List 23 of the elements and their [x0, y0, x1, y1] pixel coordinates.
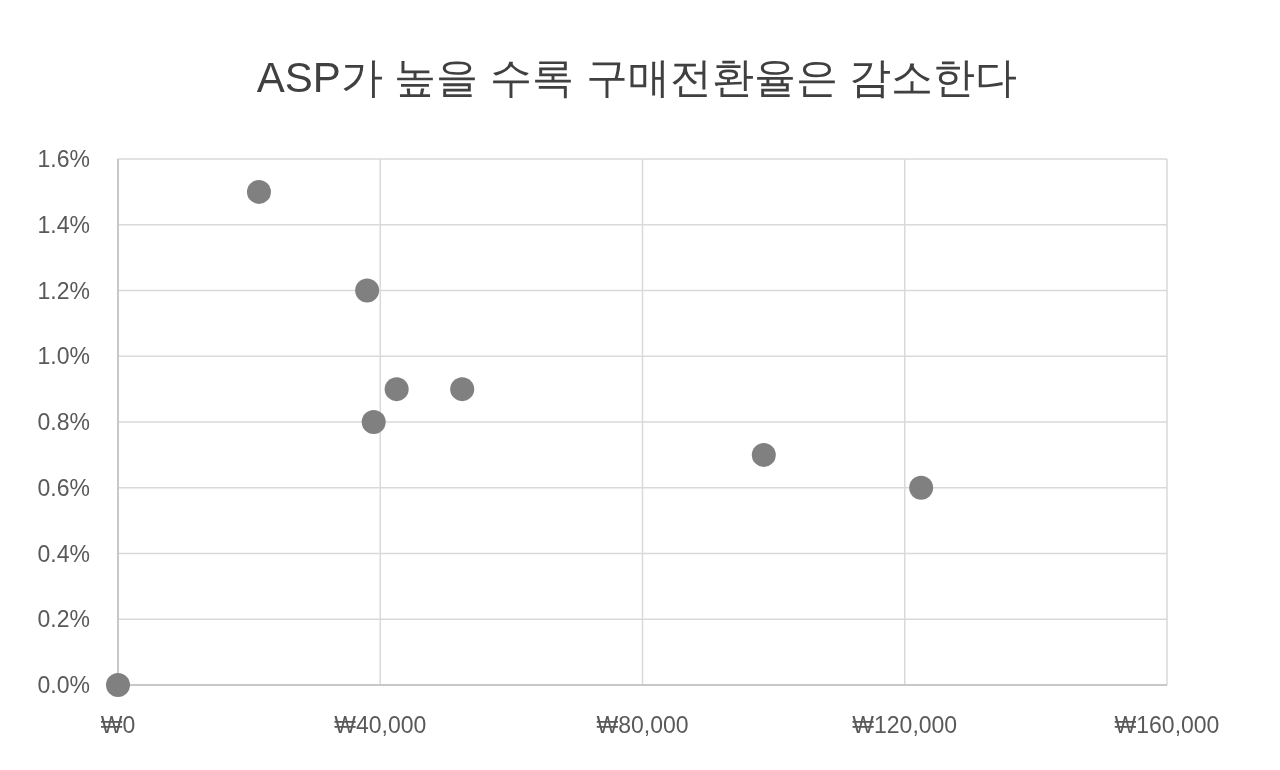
- y-tick-label: 0.8%: [37, 409, 90, 435]
- y-tick-label: 1.0%: [37, 343, 90, 370]
- x-tick-label: ₩40,000: [334, 712, 427, 738]
- x-tick-label: ₩0: [100, 712, 136, 738]
- y-tick-label: 1.4%: [37, 211, 90, 238]
- y-tick-label: 0.2%: [37, 606, 90, 633]
- y-tick-label: 0.4%: [37, 540, 90, 567]
- y-tick-label: 0.6%: [37, 474, 90, 501]
- point: [246, 179, 271, 204]
- point: [751, 442, 776, 467]
- point: [384, 377, 409, 402]
- x-tick-label: ₩80,000: [596, 712, 689, 738]
- y-tick-label: 1.2%: [37, 277, 90, 304]
- y-tick-label: 0.0%: [37, 672, 90, 698]
- point: [355, 278, 380, 303]
- x-tick-label: ₩120,000: [852, 712, 958, 738]
- point: [106, 673, 130, 697]
- y-tick-label: 1.6%: [37, 146, 90, 172]
- point: [361, 410, 386, 434]
- chart-title: ASP가 높을 수록 구매전환율은 감소한다: [256, 54, 1018, 101]
- point: [450, 377, 475, 402]
- x-tick-label: ₩160,000: [1114, 712, 1220, 738]
- point: [909, 475, 934, 500]
